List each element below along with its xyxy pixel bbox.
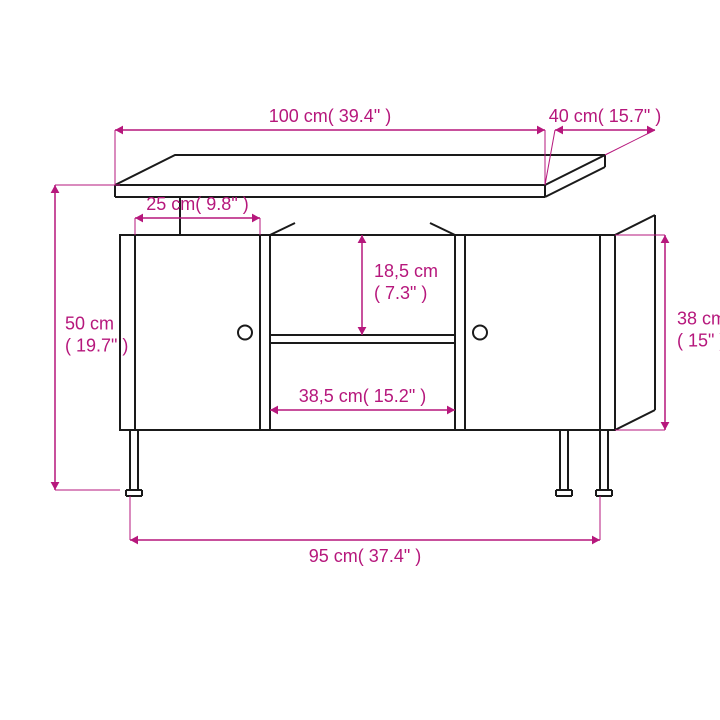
dim-top-width-label: 100 cm( 39.4" ) [269, 106, 391, 126]
dim-door-width-label: 25 cm( 9.8" ) [146, 194, 248, 214]
dim-shelf-height-label-0: 18,5 cm [374, 261, 438, 281]
dim-height-body-label-1: ( 15" ) [677, 331, 720, 351]
left-door-knob [238, 326, 252, 340]
dim-base-width-label: 95 cm( 37.4" ) [309, 546, 421, 566]
dim-top-depth-label: 40 cm( 15.7" ) [549, 106, 661, 126]
dim-height-total-label-0: 50 cm [65, 314, 114, 334]
dim-height-body-label-0: 38 cm [677, 309, 720, 329]
right-door-knob [473, 326, 487, 340]
dim-shelf-width-label: 38,5 cm( 15.2" ) [299, 386, 426, 406]
dim-shelf-height-label-1: ( 7.3" ) [374, 283, 427, 303]
top-board [115, 155, 605, 185]
dim-height-total-label-1: ( 19.7" ) [65, 336, 128, 356]
